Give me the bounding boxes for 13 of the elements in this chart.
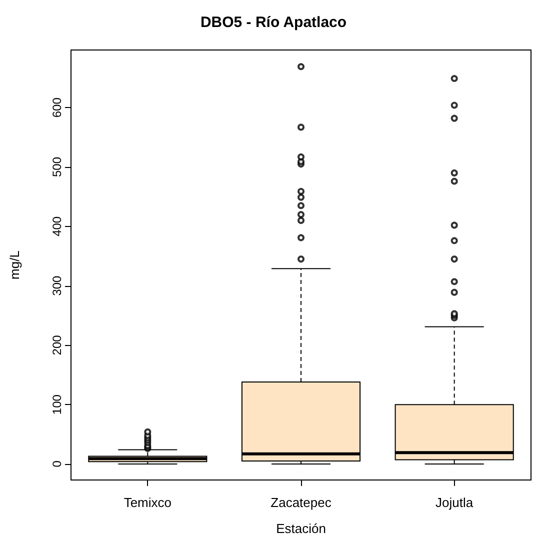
x-tick-label: Zacatepec: [270, 495, 332, 510]
y-tick-label: 200: [50, 334, 64, 356]
chart-title: DBO5 - Río Apatlaco: [200, 14, 347, 31]
y-tick-label: 400: [50, 216, 64, 236]
y-tick-label: 100: [50, 394, 64, 415]
y-tick-label: 0: [50, 460, 64, 468]
y-tick-label: 500: [50, 156, 64, 178]
x-tick-label: Jojutla: [436, 495, 474, 510]
x-axis-title: Estación: [276, 521, 326, 536]
x-tick-label: Temixco: [124, 495, 172, 510]
y-tick-label: 300: [50, 275, 64, 296]
y-tick-label: 600: [50, 97, 64, 118]
y-axis-title: mg/L: [7, 250, 22, 280]
